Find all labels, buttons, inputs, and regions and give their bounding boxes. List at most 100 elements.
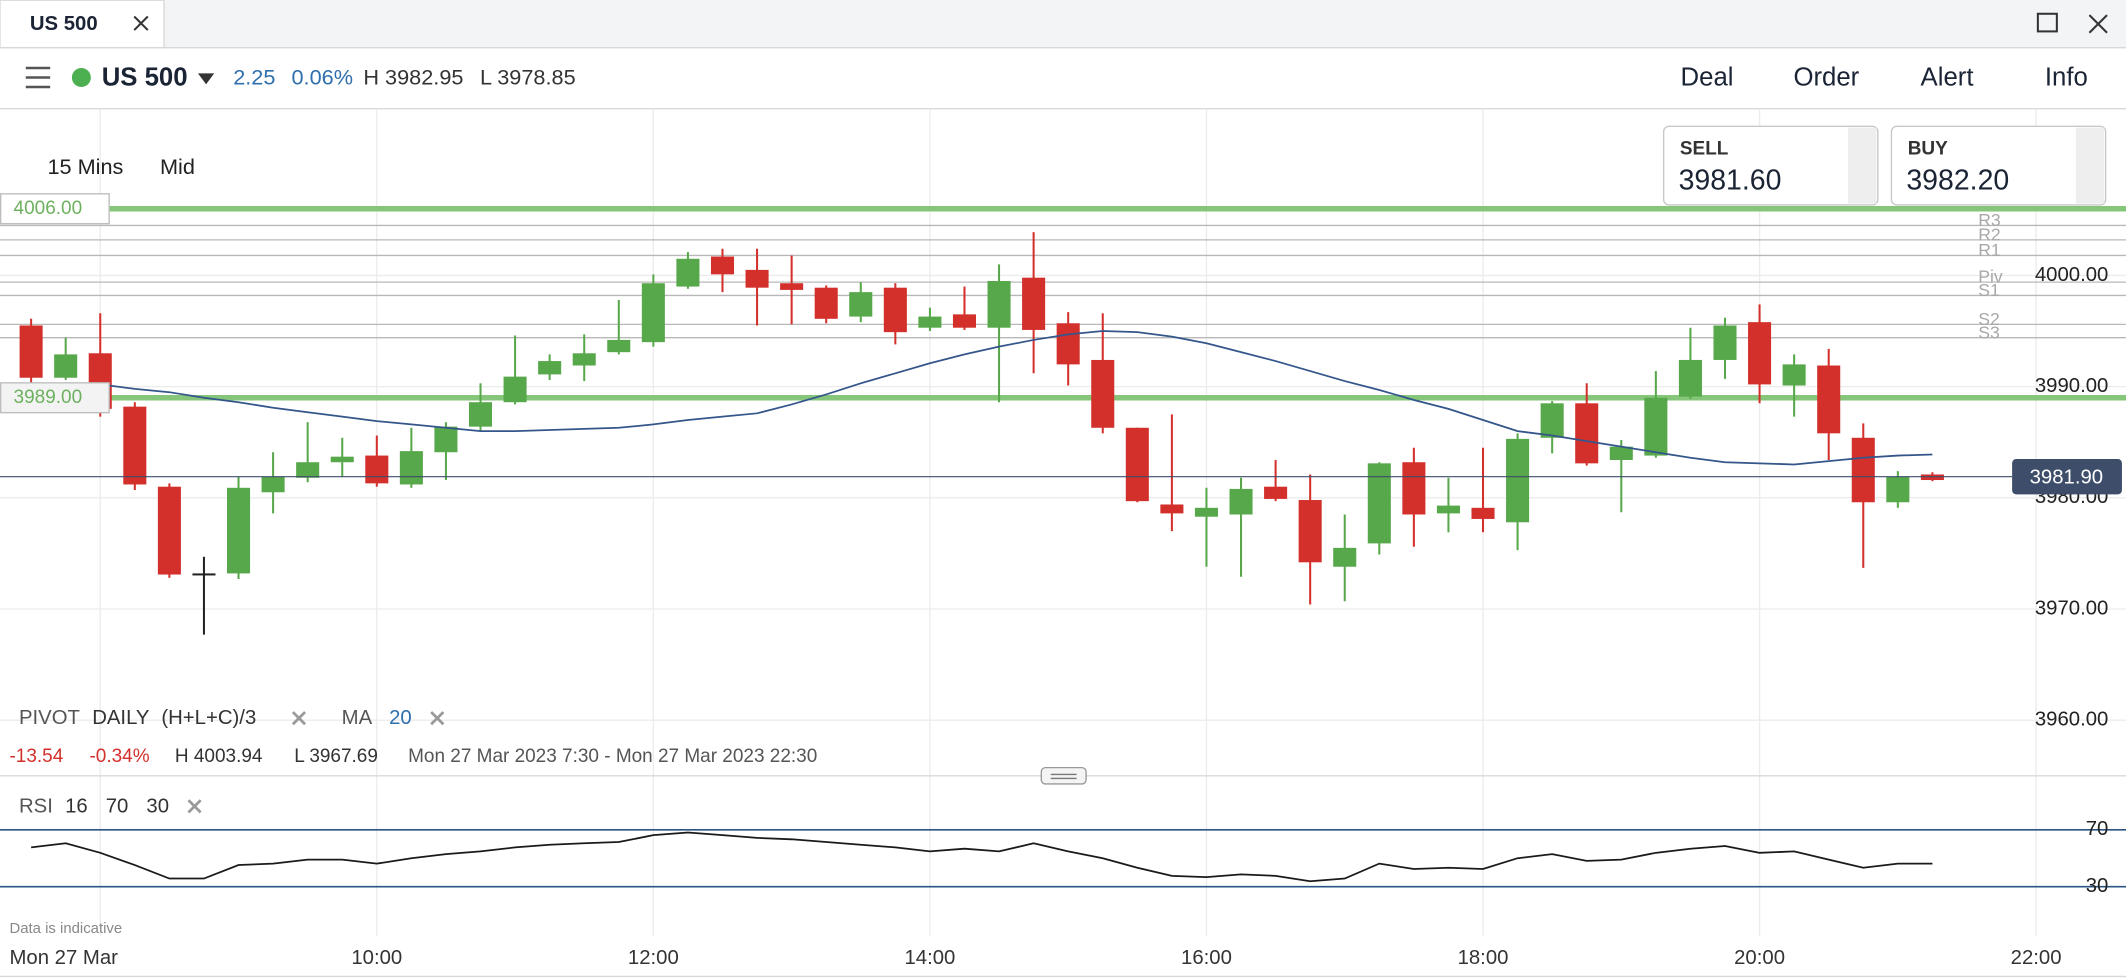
disclaimer: Data is indicative	[9, 921, 122, 937]
sell-button[interactable]	[1662, 125, 1879, 206]
candle-body	[538, 361, 562, 375]
rsi-line	[31, 831, 1933, 883]
candle-body	[987, 281, 1011, 328]
candle-body	[1125, 427, 1149, 502]
close-window-button[interactable]	[2088, 14, 2108, 34]
candle-body	[1194, 507, 1218, 517]
price-type-selector[interactable]: Mid	[160, 154, 195, 179]
pivot-label: S1	[1978, 280, 2000, 300]
buy-box[interactable]: BUY 3982.20	[1890, 125, 2107, 206]
candle-body	[1022, 277, 1046, 330]
candle-body	[399, 451, 423, 485]
instrument-dropdown[interactable]	[197, 73, 215, 85]
change-percent: 0.06%	[292, 65, 354, 90]
pivot-formula: (H+L+C)/3	[161, 707, 256, 729]
tab-bar	[0, 0, 2126, 48]
candle-body	[1091, 359, 1115, 428]
handle-grip	[1050, 773, 1077, 780]
tab[interactable]	[0, 0, 165, 49]
candle-body	[503, 376, 527, 403]
level-tag	[0, 382, 110, 414]
sell-price: 3981.60	[1679, 164, 1782, 196]
y-tick-label: 30	[2086, 875, 2109, 897]
pivot-label: S2	[1978, 309, 2000, 329]
x-tick-label: Mon 27 Mar	[9, 947, 118, 969]
candle-body	[1644, 397, 1668, 456]
candle-body	[1229, 488, 1253, 515]
x-tick-label: 20:00	[1734, 947, 1785, 969]
x-tick-label: 18:00	[1458, 947, 1509, 969]
y-tick-label: 3970.00	[2035, 597, 2108, 619]
candle-body	[849, 292, 873, 317]
candle-body	[1678, 359, 1702, 397]
day-low: L 3978.85	[480, 65, 576, 90]
tab-close[interactable]	[133, 15, 149, 31]
sell-label: SELL	[1680, 138, 1728, 159]
x-tick-label: 16:00	[1181, 947, 1232, 969]
remove-pivot[interactable]	[291, 711, 307, 726]
pivot-label: R3	[1978, 210, 2001, 230]
market-status	[71, 68, 91, 87]
candle-body	[1540, 403, 1564, 438]
buy-label: BUY	[1908, 138, 1948, 159]
candle-body	[1056, 323, 1080, 365]
period-low: L 3967.69	[294, 746, 378, 767]
remove-ma[interactable]	[430, 711, 445, 726]
period-change: -13.54	[9, 746, 63, 767]
x-tick-label: 14:00	[904, 947, 955, 969]
y-tick-label: 3960.00	[2035, 709, 2108, 731]
candle-body	[918, 316, 942, 328]
buy-shade	[2075, 127, 2105, 204]
buy-button[interactable]	[1890, 125, 2107, 206]
tab-title: US 500	[30, 13, 98, 35]
candle-body	[1367, 463, 1391, 544]
period-change-percent: -0.34%	[89, 746, 149, 767]
menu-button[interactable]	[25, 66, 51, 89]
level-label: 3989.00	[14, 387, 83, 408]
candle-body	[780, 283, 804, 290]
candle-body	[1920, 474, 1944, 481]
candle-body	[952, 314, 977, 328]
candle-body	[883, 287, 907, 333]
level-tag	[0, 193, 110, 225]
x-tick-label: 10:00	[351, 947, 402, 969]
info-button[interactable]: Info	[2045, 64, 2088, 92]
pane-resize-handle[interactable]	[1040, 766, 1087, 785]
order-button[interactable]: Order	[1793, 64, 1859, 92]
candle-body	[1264, 486, 1288, 499]
candle-body	[1575, 403, 1599, 464]
interval-selector[interactable]: 15 Mins	[47, 154, 123, 179]
rsi-period: 16	[65, 795, 88, 817]
buy-price: 3982.20	[1906, 164, 2009, 196]
maximize-button[interactable]	[2036, 12, 2058, 33]
pivot-period: DAILY	[92, 707, 150, 729]
deal-button[interactable]: Deal	[1681, 64, 1734, 92]
candle-body	[1436, 505, 1460, 514]
day-high: H 3982.95	[363, 65, 463, 90]
candle-body	[1748, 322, 1772, 385]
candle-body	[1402, 462, 1426, 515]
pivot-label: R1	[1978, 240, 2001, 260]
pivot-label: PIVOT	[19, 707, 80, 729]
candle-body	[1713, 325, 1737, 360]
candle-body	[1886, 476, 1910, 503]
period-high: H 4003.94	[175, 746, 263, 767]
rsi-upper: 70	[106, 795, 129, 817]
pivot-label: R2	[1978, 224, 2001, 244]
candle-body	[1782, 364, 1806, 386]
remove-rsi[interactable]	[187, 799, 202, 814]
candle-body	[572, 353, 596, 366]
alert-button[interactable]: Alert	[1921, 64, 1974, 92]
candle-body	[607, 339, 631, 353]
rsi-lower: 30	[146, 795, 169, 817]
instrument-name[interactable]: US 500	[102, 64, 188, 92]
candle-body	[19, 325, 43, 378]
sell-box[interactable]: SELL 3981.60	[1662, 125, 1879, 206]
x-tick-label: 22:00	[2011, 947, 2062, 969]
sell-shade	[1848, 127, 1877, 204]
candle-body	[192, 573, 216, 576]
candle-body	[745, 269, 769, 288]
